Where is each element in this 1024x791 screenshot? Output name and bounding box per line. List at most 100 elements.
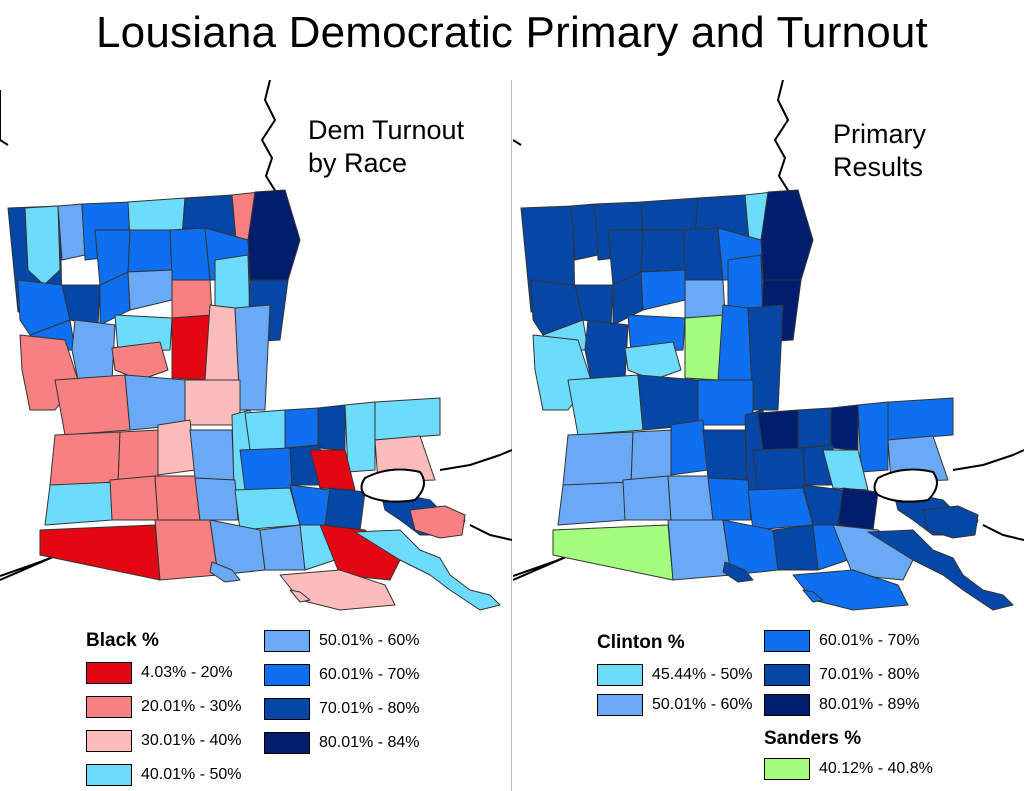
legend-item: 80.01% - 89% xyxy=(764,694,920,716)
legend-swatch xyxy=(597,664,643,686)
legend-swatch xyxy=(597,694,643,716)
turnout-map-label: Dem Turnout by Race xyxy=(308,115,465,178)
island xyxy=(209,561,241,583)
parish xyxy=(244,409,286,451)
parish xyxy=(624,341,682,381)
legend-item: 70.01% - 80% xyxy=(764,664,920,686)
legend-swatch xyxy=(86,764,132,786)
parish xyxy=(284,407,319,449)
legend-title-clinton: Clinton % xyxy=(597,632,685,653)
parish xyxy=(837,487,879,531)
parish xyxy=(857,401,889,473)
page-title: Lousiana Democratic Primary and Turnout xyxy=(96,8,928,57)
legend-item: 40.12% - 40.8% xyxy=(764,758,933,780)
legend-item: 4.03% - 20% xyxy=(86,662,233,684)
parish xyxy=(552,524,674,581)
island xyxy=(802,589,824,603)
parish xyxy=(922,505,979,539)
parish xyxy=(752,447,806,491)
parish xyxy=(309,449,356,491)
parish xyxy=(682,227,724,281)
results-map-label: Primary Results xyxy=(833,119,926,182)
parish xyxy=(374,397,441,441)
parish xyxy=(109,475,159,521)
parish xyxy=(562,431,634,486)
parish xyxy=(24,205,61,286)
parish xyxy=(344,401,376,473)
parish xyxy=(567,374,644,436)
parish xyxy=(670,419,709,476)
parish xyxy=(194,477,239,521)
parish xyxy=(822,449,869,491)
legend-item: 30.01% - 40% xyxy=(86,730,242,752)
turnout-by-race-map xyxy=(0,80,512,611)
parish xyxy=(319,524,401,581)
legend-item: 45.44% - 50% xyxy=(597,664,753,686)
parish xyxy=(622,475,672,521)
parish xyxy=(757,409,799,451)
parish xyxy=(667,519,732,581)
parish xyxy=(772,524,819,571)
parish xyxy=(39,524,161,581)
legend-item: 70.01% - 80% xyxy=(264,698,420,720)
parish xyxy=(234,487,301,531)
legend-swatch xyxy=(764,664,810,686)
parish xyxy=(354,529,501,611)
legend-item: 20.01% - 30% xyxy=(86,696,242,718)
legend-item: 60.01% - 70% xyxy=(264,664,420,686)
parish xyxy=(557,481,632,526)
parish xyxy=(640,229,686,273)
parish xyxy=(830,404,859,451)
legend-swatch xyxy=(764,630,810,652)
parish xyxy=(127,269,173,311)
parish xyxy=(640,269,686,311)
parish xyxy=(259,524,306,571)
parish xyxy=(760,189,814,281)
legend-swatch xyxy=(86,730,132,752)
parish xyxy=(157,419,196,476)
parish xyxy=(54,374,131,436)
parish xyxy=(239,447,293,491)
parish xyxy=(747,487,814,531)
parish xyxy=(747,304,784,411)
parish xyxy=(570,203,599,261)
legend-item: 50.01% - 60% xyxy=(597,694,753,716)
parish xyxy=(797,407,832,449)
parish xyxy=(44,481,119,526)
parish xyxy=(169,227,211,281)
primary-results-map xyxy=(513,80,1024,611)
parish xyxy=(234,304,271,411)
panel-divider xyxy=(511,80,512,791)
parish xyxy=(317,404,346,451)
parish xyxy=(667,475,714,521)
legend-item: 40.01% - 50% xyxy=(86,764,242,786)
island xyxy=(289,589,311,603)
parish xyxy=(57,203,86,261)
parish xyxy=(887,397,954,441)
legend-title-sanders: Sanders % xyxy=(764,728,862,749)
parish xyxy=(247,189,301,281)
parish xyxy=(867,529,1014,611)
primary-results-map-panel: Primary Results Clinton % 45.44% - 50% 5… xyxy=(513,80,1024,791)
parish xyxy=(154,475,201,521)
parish xyxy=(707,477,752,521)
lake-pontchartrain xyxy=(873,468,938,503)
parish xyxy=(154,519,219,581)
legend-title-black: Black % xyxy=(86,630,159,651)
legend-item: 50.01% - 60% xyxy=(264,630,420,652)
legend-swatch xyxy=(264,732,310,754)
parish xyxy=(702,429,748,481)
turnout-map-panel: Dem Turnout by Race Black % 4.03% - 20% … xyxy=(0,80,512,791)
parish xyxy=(832,524,914,581)
legend-item: 60.01% - 70% xyxy=(764,630,920,652)
parish xyxy=(127,229,173,273)
parish xyxy=(684,279,726,319)
legend-swatch xyxy=(764,758,810,780)
legend-swatch xyxy=(264,664,310,686)
lake-pontchartrain xyxy=(360,468,425,503)
legend-swatch xyxy=(264,630,310,652)
parish xyxy=(49,431,121,486)
parish xyxy=(171,279,213,319)
parish xyxy=(189,429,235,481)
parish xyxy=(324,487,366,531)
